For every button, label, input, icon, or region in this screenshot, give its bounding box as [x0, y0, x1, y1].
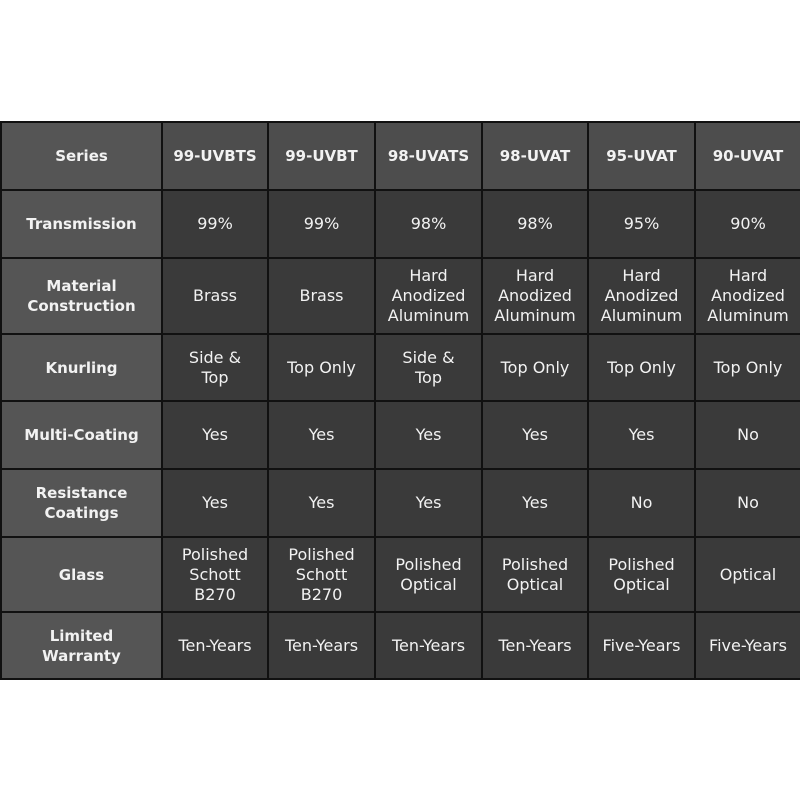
column-header: 99-UVBTS — [161, 121, 269, 191]
table-cell: Yes — [161, 468, 269, 538]
table-cell: Five-Years — [587, 611, 696, 680]
table-cell: Side & Top — [161, 333, 269, 402]
column-header: 98-UVATS — [374, 121, 483, 191]
table-cell: Top Only — [587, 333, 696, 402]
table-row: Multi-Coating Yes Yes Yes Yes Yes No — [0, 400, 800, 470]
table-cell: Brass — [267, 257, 376, 335]
table-cell: Hard Anodized Aluminum — [587, 257, 696, 335]
table-cell: Polished Schott B270 — [267, 536, 376, 613]
row-label: Transmission — [0, 189, 163, 259]
row-label: Resistance Coatings — [0, 468, 163, 538]
table-row: Material Construction Brass Brass Hard Anodiz… — [0, 257, 800, 335]
row-label: Material Construction — [0, 257, 163, 335]
table-cell: 90% — [694, 189, 800, 259]
table-cell: Yes — [587, 400, 696, 470]
table-row: Glass Polished Schott B270 Polished Schott B27… — [0, 536, 800, 613]
table-cell: Yes — [481, 400, 589, 470]
table-cell: 99% — [267, 189, 376, 259]
table-row: Resistance Coatings Yes Yes Yes Yes No No — [0, 468, 800, 538]
table-cell: Five-Years — [694, 611, 800, 680]
table-cell: Polished Optical — [374, 536, 483, 613]
row-label: Limited Warranty — [0, 611, 163, 680]
table-cell: Ten-Years — [161, 611, 269, 680]
table-cell: Yes — [374, 400, 483, 470]
table-cell: Top Only — [694, 333, 800, 402]
table-cell: Brass — [161, 257, 269, 335]
table-row: Transmission 99% 99% 98% 98% 95% 90% — [0, 189, 800, 259]
table-row: Knurling Side & Top Top Only Side & Top Top On… — [0, 333, 800, 402]
table-cell: Ten-Years — [481, 611, 589, 680]
table-cell: 98% — [481, 189, 589, 259]
table-cell: Yes — [161, 400, 269, 470]
table-row: Limited Warranty Ten-Years Ten-Years Ten-Yea… — [0, 611, 800, 680]
table-cell: Yes — [374, 468, 483, 538]
table-cell: Top Only — [481, 333, 589, 402]
column-header: 98-UVAT — [481, 121, 589, 191]
header-label: Series — [0, 121, 163, 191]
row-label: Glass — [0, 536, 163, 613]
comparison-table: Series 99-UVBTS 99-UVBT 98-UVATS 98-UVAT 95-… — [0, 121, 800, 680]
table-cell: Side & Top — [374, 333, 483, 402]
table-cell: Top Only — [267, 333, 376, 402]
table-cell: 99% — [161, 189, 269, 259]
table-cell: No — [694, 400, 800, 470]
table-cell: No — [694, 468, 800, 538]
table-cell: Yes — [481, 468, 589, 538]
table-cell: Hard Anodized Aluminum — [481, 257, 589, 335]
column-header: 95-UVAT — [587, 121, 696, 191]
table-cell: 95% — [587, 189, 696, 259]
table-cell: Ten-Years — [374, 611, 483, 680]
row-label: Knurling — [0, 333, 163, 402]
table-cell: Hard Anodized Aluminum — [374, 257, 483, 335]
table-cell: Polished Optical — [587, 536, 696, 613]
table-cell: No — [587, 468, 696, 538]
column-header: 99-UVBT — [267, 121, 376, 191]
header-row: Series 99-UVBTS 99-UVBT 98-UVATS 98-UVAT 95-… — [0, 121, 800, 191]
table-cell: Polished Optical — [481, 536, 589, 613]
row-label: Multi-Coating — [0, 400, 163, 470]
table-cell: Yes — [267, 400, 376, 470]
table-cell: Ten-Years — [267, 611, 376, 680]
table-cell: Optical — [694, 536, 800, 613]
table-cell: Polished Schott B270 — [161, 536, 269, 613]
table-cell: Hard Anodized Aluminum — [694, 257, 800, 335]
table-cell: Yes — [267, 468, 376, 538]
column-header: 90-UVAT — [694, 121, 800, 191]
table-cell: 98% — [374, 189, 483, 259]
